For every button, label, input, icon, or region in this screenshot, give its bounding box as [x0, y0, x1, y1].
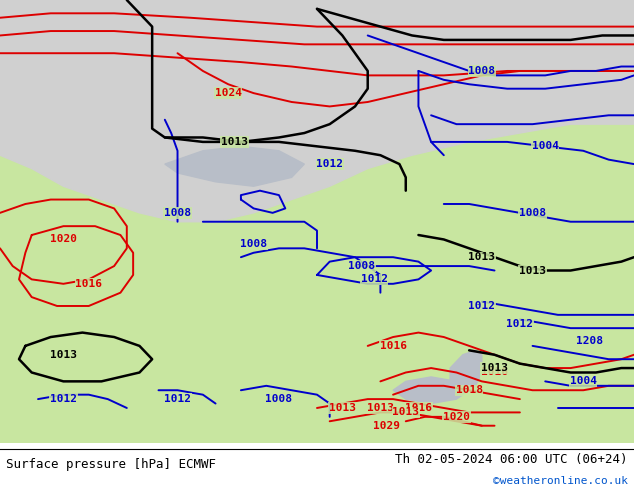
Text: 1208: 1208 — [576, 337, 603, 346]
Text: 1008: 1008 — [469, 66, 495, 76]
Polygon shape — [0, 0, 634, 221]
Text: 1008: 1008 — [348, 261, 375, 271]
Text: 1012: 1012 — [361, 274, 387, 284]
Text: 1008: 1008 — [240, 239, 267, 249]
Text: 1013: 1013 — [329, 403, 356, 413]
Text: 1008: 1008 — [519, 208, 546, 218]
Text: 1013: 1013 — [481, 363, 508, 373]
Text: ©weatheronline.co.uk: ©weatheronline.co.uk — [493, 476, 628, 486]
Text: 1016: 1016 — [75, 279, 102, 289]
Text: 1004: 1004 — [532, 141, 559, 151]
Text: 1012: 1012 — [50, 394, 77, 404]
Text: 1024: 1024 — [215, 88, 242, 98]
Text: 1012: 1012 — [164, 394, 191, 404]
Text: 1008: 1008 — [164, 208, 191, 218]
Text: 1012: 1012 — [469, 301, 495, 311]
Text: 1016: 1016 — [481, 368, 508, 377]
Text: 1013: 1013 — [519, 266, 546, 275]
Text: 1013: 1013 — [469, 252, 495, 262]
Polygon shape — [450, 350, 482, 390]
Text: 1013: 1013 — [367, 403, 394, 413]
Text: 1013: 1013 — [221, 137, 248, 147]
Text: Surface pressure [hPa] ECMWF: Surface pressure [hPa] ECMWF — [6, 458, 216, 471]
Text: 1029: 1029 — [373, 421, 400, 431]
Text: 1012: 1012 — [316, 159, 343, 169]
Text: Th 02-05-2024 06:00 UTC (06+24): Th 02-05-2024 06:00 UTC (06+24) — [395, 453, 628, 466]
Polygon shape — [165, 147, 304, 186]
Text: 1013: 1013 — [50, 350, 77, 360]
Text: 1016: 1016 — [380, 341, 406, 351]
Text: 1012: 1012 — [507, 318, 533, 329]
Text: 1018: 1018 — [456, 385, 482, 395]
Text: 1008: 1008 — [266, 394, 292, 404]
Text: 1004: 1004 — [570, 376, 597, 387]
Text: 1020: 1020 — [443, 412, 470, 422]
Text: 1020: 1020 — [50, 234, 77, 245]
Text: 1016: 1016 — [405, 403, 432, 413]
Polygon shape — [393, 377, 469, 404]
Text: 1013: 1013 — [392, 407, 419, 417]
